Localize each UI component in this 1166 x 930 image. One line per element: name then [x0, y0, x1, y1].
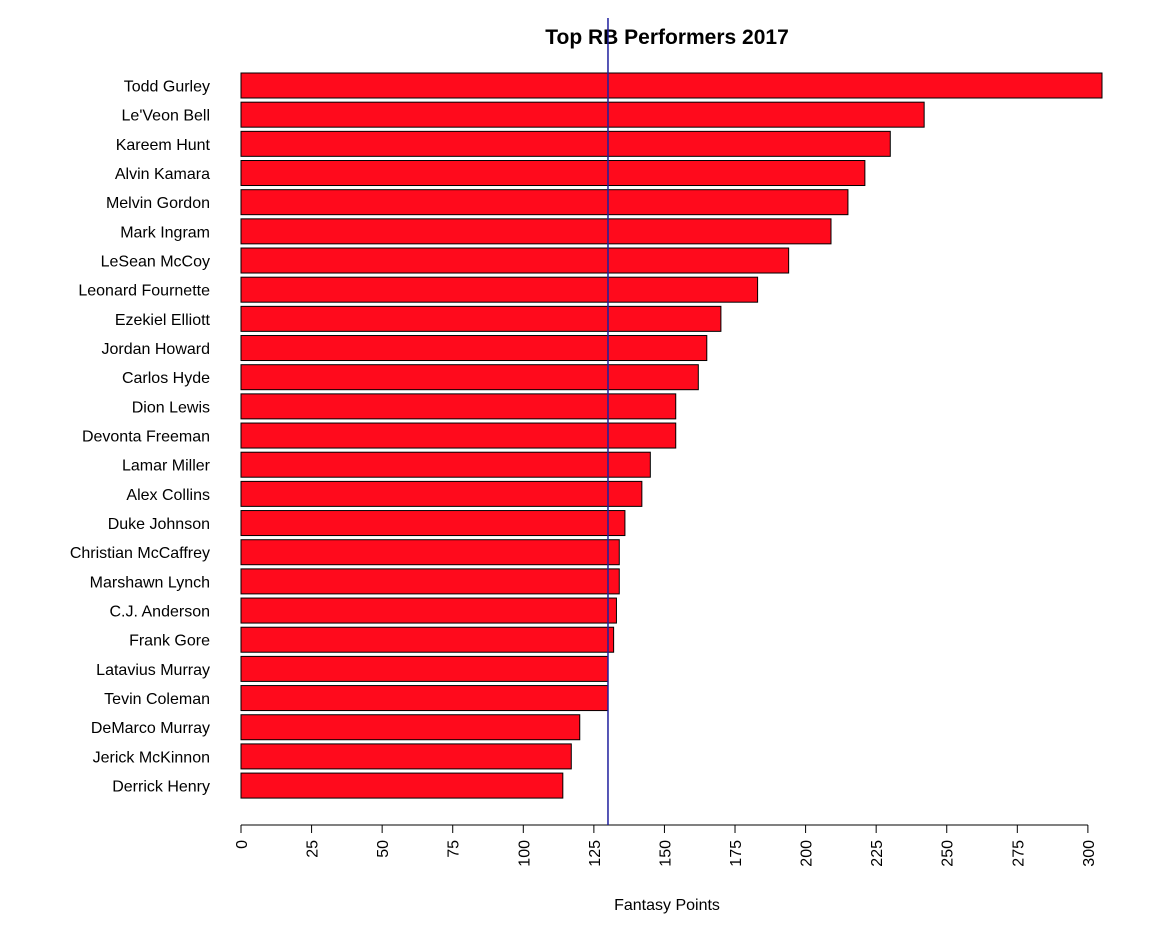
x-tick-label: 225	[869, 840, 886, 867]
category-label: Duke Johnson	[108, 516, 210, 533]
bars	[240, 72, 1103, 799]
x-tick-label: 100	[516, 840, 533, 867]
bar	[240, 539, 620, 566]
x-tick-label: 150	[657, 840, 674, 867]
category-label: Christian McCaffrey	[70, 545, 210, 562]
category-label: Latavius Murray	[96, 662, 210, 679]
category-label: Le'Veon Bell	[122, 108, 210, 125]
bar	[240, 305, 722, 332]
x-tick-label: 200	[799, 840, 816, 867]
bar	[240, 597, 617, 624]
category-label: C.J. Anderson	[110, 604, 211, 621]
category-label: Frank Gore	[129, 633, 210, 650]
category-label: Todd Gurley	[124, 79, 210, 96]
category-label: Jordan Howard	[102, 341, 211, 358]
x-tick-label: 125	[587, 840, 604, 867]
category-labels: Todd Gurley Le'Veon Bell Kareem Hunt Alvin …	[70, 79, 211, 796]
bar	[240, 772, 564, 799]
category-label: Leonard Fournette	[78, 283, 210, 300]
category-label: DeMarco Murray	[91, 720, 210, 737]
bar	[240, 480, 643, 507]
category-label: Dion Lewis	[132, 399, 210, 416]
bar	[240, 685, 609, 712]
bar	[240, 101, 925, 128]
x-tick-label: 25	[305, 840, 322, 858]
category-label: Devonta Freeman	[82, 429, 210, 446]
x-tick-label: 50	[375, 840, 392, 858]
category-label: Alex Collins	[126, 487, 210, 504]
bar	[240, 743, 572, 770]
category-label: Alvin Kamara	[115, 166, 210, 183]
bar	[240, 276, 759, 303]
bar	[240, 335, 708, 362]
bar	[240, 393, 677, 420]
bar	[240, 626, 615, 653]
category-label: Melvin Gordon	[106, 195, 210, 212]
category-label: Derrick Henry	[112, 779, 210, 796]
category-label: Tevin Coleman	[104, 691, 210, 708]
bar	[240, 72, 1103, 99]
category-label: Lamar Miller	[122, 458, 211, 475]
category-label: LeSean McCoy	[101, 254, 210, 271]
bar	[240, 655, 609, 682]
category-label: Jerick McKinnon	[93, 749, 210, 766]
category-label: Carlos Hyde	[122, 370, 210, 387]
bar	[240, 247, 790, 274]
chart-title: Top RB Performers 2017	[545, 26, 789, 49]
bar	[240, 218, 832, 245]
category-label: Marshawn Lynch	[90, 574, 210, 591]
category-label: Ezekiel Elliott	[115, 312, 211, 329]
bar	[240, 568, 620, 595]
x-tick-label: 250	[940, 840, 957, 867]
x-tick-label: 75	[446, 840, 463, 858]
bar	[240, 364, 699, 391]
category-label: Kareem Hunt	[116, 137, 211, 154]
bar	[240, 160, 866, 187]
category-label: Mark Ingram	[120, 224, 210, 241]
bar	[240, 189, 849, 216]
x-tick-label: 0	[234, 840, 251, 849]
bar	[240, 422, 677, 449]
x-tick-label: 275	[1010, 840, 1027, 867]
bar	[240, 451, 651, 478]
bar	[240, 510, 626, 537]
bar	[240, 130, 891, 157]
x-axis-title: Fantasy Points	[614, 897, 720, 914]
bar	[240, 714, 581, 741]
x-tick-label: 175	[728, 840, 745, 867]
x-axis: 0 25 50 75 100 125 150 175 200 225 250 275 300	[234, 824, 1098, 867]
x-tick-label: 300	[1081, 840, 1098, 867]
